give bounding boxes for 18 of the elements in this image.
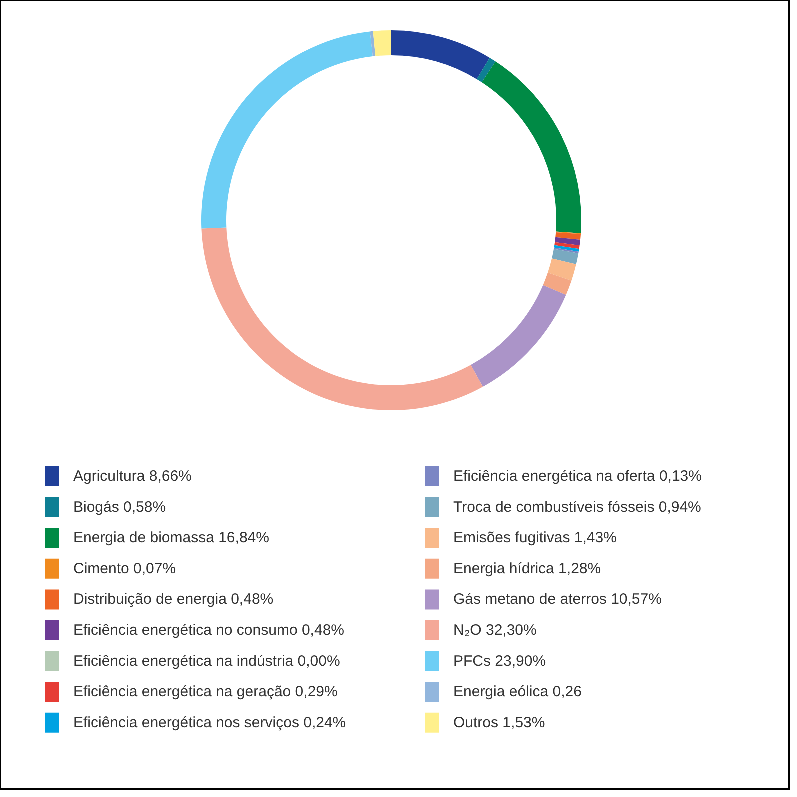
legend-label: Eficiência energética nos serviços 0,24%	[74, 714, 346, 732]
legend-label: Energia eólica 0,26	[454, 684, 582, 701]
legend-label: Gás metano de aterros 10,57%	[454, 591, 662, 608]
legend-label: Energia de biomassa 16,84%	[74, 530, 270, 547]
legend-label: Troca de combustíveis fósseis 0,94%	[454, 498, 702, 516]
legend-label: Outros 1,53%	[454, 714, 546, 732]
legend-label: Eficiência energética no consumo 0,48%	[74, 622, 344, 639]
legend-label: Distribuição de energia 0,48%	[74, 591, 274, 608]
legend-label: Biogás 0,58%	[74, 498, 166, 516]
legend-label: N₂O 32,30%	[454, 622, 537, 639]
legend-label: Agricultura 8,66%	[74, 468, 192, 485]
legend-label: Emisões fugitivas 1,43%	[454, 530, 617, 547]
legend-label: Eficiência energética na oferta 0,13%	[454, 468, 702, 485]
legend-label: Eficiência energética na indústria 0,00%	[74, 652, 340, 670]
legend-label: Energia hídrica 1,28%	[454, 560, 602, 578]
legend-label: Cimento 0,07%	[74, 560, 176, 578]
legend-label: Eficiência energética na geração 0,29%	[74, 684, 338, 701]
legend-label: PFCs 23,90%	[454, 652, 546, 670]
